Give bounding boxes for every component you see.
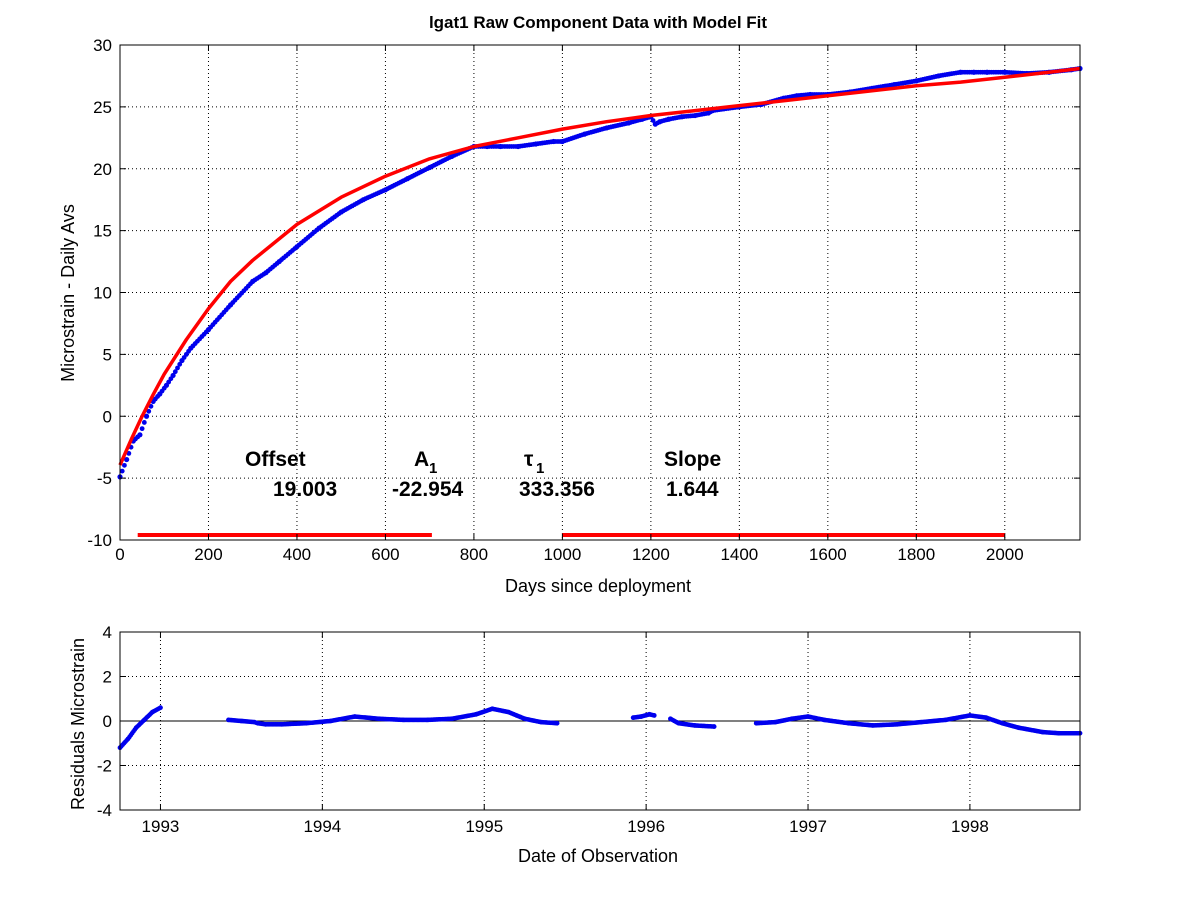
top-xtick-label: 1600 [809, 545, 847, 564]
data-point [650, 118, 656, 123]
top-axis-ticks: 0 200 400 600 800 1000 1200 1400 1600 1800 2000-10… [87, 36, 1080, 564]
residual-point [711, 724, 717, 729]
bottom-xtick-label: 1994 [303, 817, 341, 836]
tau1-label: τ [524, 448, 534, 471]
bottom-xtick-label: 1996 [627, 817, 665, 836]
bottom-xtick-label: 1998 [951, 817, 989, 836]
top-xtick-label: 0 [115, 545, 124, 564]
top-xtick-label: 2000 [986, 545, 1024, 564]
bottom-xlabel: Date of Observation [518, 846, 678, 866]
data-point [119, 468, 125, 474]
residual-point [554, 720, 560, 726]
data-point [170, 372, 176, 379]
bottom-ytick-label: 4 [103, 623, 112, 642]
top-xtick-label: 200 [194, 545, 222, 564]
bottom-ytick-label: 2 [103, 668, 112, 687]
top-xtick-label: 1800 [897, 545, 935, 564]
data-point [143, 413, 150, 419]
top-xlabel: Days since deployment [505, 576, 691, 596]
top-xtick-label: 600 [371, 545, 399, 564]
bottom-ylabel: Residuals Microstrain [68, 638, 88, 810]
top-ytick-label: -10 [87, 531, 112, 550]
offset-value: 19.003 [273, 478, 337, 501]
data-point [122, 462, 127, 468]
bottom-xtick-label: 1995 [465, 817, 503, 836]
top-ytick-label: 20 [93, 160, 112, 179]
data-point [146, 408, 152, 414]
data-point [177, 361, 183, 367]
bottom-ytick-label: -4 [97, 801, 112, 820]
top-model-curve [118, 66, 1081, 466]
tau1-value: 333.356 [519, 478, 595, 501]
top-ytick-label: 10 [93, 284, 112, 303]
bottom-axis-ticks: 1993 1994 1995 1996 1997 1998 -4 -2 0 2 4 [97, 623, 1080, 836]
a1-value: -22.954 [392, 478, 464, 501]
top-ytick-label: 15 [93, 222, 112, 241]
data-point [139, 426, 145, 432]
offset-label: Offset [245, 448, 306, 471]
top-xtick-label: 1000 [543, 545, 581, 564]
model-fit-line [118, 66, 1081, 466]
data-point [126, 450, 132, 456]
tau1-subscript: 1 [536, 460, 544, 477]
top-ytick-label: 30 [93, 36, 112, 55]
bottom-xtick-label: 1997 [789, 817, 827, 836]
data-point [137, 432, 143, 438]
top-ytick-label: 5 [103, 345, 112, 364]
top-ytick-label: 0 [103, 407, 112, 426]
bottom-xtick-label: 1993 [142, 817, 180, 836]
parameter-annotations: Offset 19.003 A 1 -22.954 τ 1 333.356 Sl… [245, 448, 721, 501]
top-xtick-label: 400 [283, 545, 311, 564]
bottom-ytick-label: 0 [103, 712, 112, 731]
data-point [175, 365, 180, 371]
top-ytick-label: 25 [93, 98, 112, 117]
top-gridlines [120, 45, 1080, 540]
data-point [172, 369, 178, 375]
residual-point [651, 713, 657, 718]
top-ytick-label: -5 [97, 469, 112, 488]
slope-label: Slope [664, 448, 721, 471]
top-xtick-label: 800 [460, 545, 488, 564]
slope-value: 1.644 [666, 478, 719, 501]
data-point [141, 420, 147, 425]
chart-title: lgat1 Raw Component Data with Model Fit [429, 13, 767, 32]
bottom-ytick-label: -2 [97, 757, 112, 776]
top-ylabel: Microstrain - Daily Avs [58, 204, 78, 382]
data-point [124, 456, 130, 463]
top-xtick-label: 1200 [632, 545, 670, 564]
a1-label: A [414, 448, 429, 471]
a1-subscript: 1 [429, 460, 437, 477]
bottom-residual-points [117, 705, 1083, 751]
top-xtick-label: 1400 [720, 545, 758, 564]
residual-point [158, 705, 163, 711]
